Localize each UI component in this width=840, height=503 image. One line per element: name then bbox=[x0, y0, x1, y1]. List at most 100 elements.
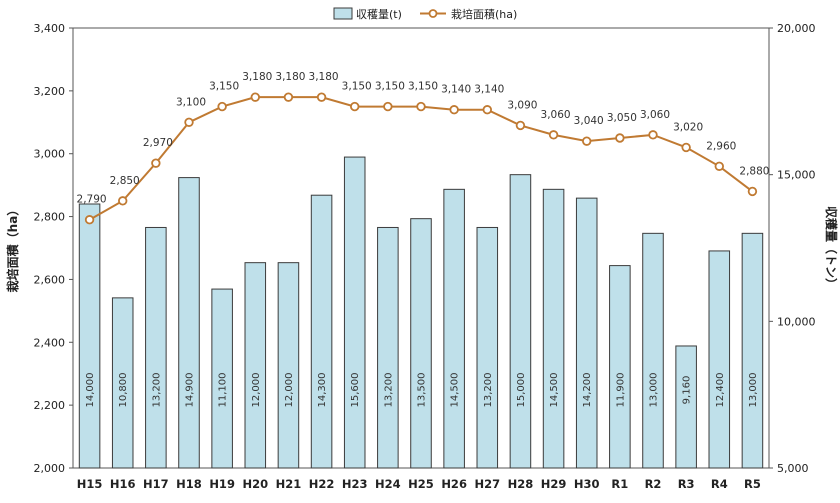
legend-swatch-marker bbox=[428, 9, 438, 18]
line-value-label: 3,100 bbox=[176, 96, 206, 108]
bar[interactable] bbox=[78, 203, 101, 469]
x-axis-tick-label: R2 bbox=[645, 477, 662, 491]
line-point[interactable] bbox=[84, 215, 95, 225]
legend: 収穫量(t) 栽培面積(ha) bbox=[333, 7, 517, 21]
line-point[interactable] bbox=[250, 92, 260, 102]
x-axis-tick-label: H30 bbox=[574, 477, 600, 491]
bar-value-label: 14,500 bbox=[450, 373, 461, 408]
x-axis-tick-label: H15 bbox=[77, 477, 103, 491]
line-value-label: 3,180 bbox=[309, 71, 339, 83]
x-axis-tick-label: H26 bbox=[441, 477, 467, 491]
x-axis-tick-label: H23 bbox=[342, 477, 368, 491]
bar-value-label: 10,800 bbox=[118, 373, 129, 408]
x-axis-tick-label: H16 bbox=[110, 477, 136, 491]
line-point[interactable] bbox=[118, 196, 128, 206]
x-axis-tick-label: H18 bbox=[176, 477, 202, 491]
line-point[interactable] bbox=[548, 130, 559, 140]
bar-value-label: 13,200 bbox=[483, 373, 494, 408]
bar[interactable] bbox=[277, 262, 300, 469]
line-value-label: 2,880 bbox=[739, 165, 769, 177]
line-value-label: 3,180 bbox=[242, 71, 272, 83]
bar-value-label: 13,200 bbox=[151, 373, 162, 408]
legend-label-line: 栽培面積(ha) bbox=[451, 7, 517, 21]
bar[interactable] bbox=[343, 156, 366, 469]
line-value-label: 2,960 bbox=[706, 140, 736, 152]
bar[interactable] bbox=[509, 174, 532, 469]
bar[interactable] bbox=[244, 262, 267, 469]
left-axis-tick-label: 2,600 bbox=[34, 273, 66, 286]
x-axis-tick-label: H25 bbox=[408, 477, 434, 491]
bar[interactable] bbox=[410, 218, 432, 469]
line-value-label: 3,050 bbox=[607, 112, 637, 124]
bar-value-label: 15,000 bbox=[516, 373, 527, 408]
line-point[interactable] bbox=[416, 101, 426, 112]
line-point[interactable] bbox=[383, 101, 393, 112]
bar[interactable] bbox=[443, 188, 465, 469]
bar-value-label: 12,000 bbox=[251, 373, 262, 408]
left-axis-tick-label: 3,000 bbox=[34, 148, 66, 161]
line-value-label: 3,090 bbox=[507, 99, 537, 111]
right-axis-tick-label: 20,000 bbox=[777, 22, 816, 35]
bar[interactable] bbox=[111, 297, 134, 469]
bar[interactable] bbox=[178, 177, 200, 469]
left-axis-tick-label: 2,000 bbox=[34, 462, 66, 475]
bar[interactable] bbox=[675, 345, 697, 469]
bar[interactable] bbox=[642, 232, 664, 469]
x-axis-tick-label: H24 bbox=[375, 477, 401, 491]
x-axis-tick-label: H19 bbox=[209, 477, 235, 491]
x-axis-tick-label: R3 bbox=[678, 477, 695, 491]
left-axis-tick-label: 3,400 bbox=[34, 22, 66, 35]
line-point[interactable] bbox=[350, 101, 360, 112]
bar-series bbox=[78, 156, 764, 469]
left-axis-tick-label: 2,200 bbox=[34, 399, 66, 412]
line-series bbox=[84, 92, 758, 225]
bar[interactable] bbox=[377, 226, 399, 469]
line-value-label: 3,140 bbox=[474, 84, 504, 96]
line-value-label: 3,020 bbox=[673, 121, 703, 133]
left-axis-tick-label: 2,400 bbox=[34, 336, 66, 349]
line-point[interactable] bbox=[316, 92, 327, 102]
bar-value-label: 12,400 bbox=[715, 373, 726, 408]
bar-value-label: 11,100 bbox=[218, 373, 229, 408]
bar-value-label: 13,500 bbox=[417, 373, 428, 408]
bar[interactable] bbox=[145, 226, 167, 469]
line-point[interactable] bbox=[515, 120, 526, 131]
line-point[interactable] bbox=[217, 101, 227, 112]
bar[interactable] bbox=[211, 288, 233, 469]
line-point[interactable] bbox=[648, 130, 658, 140]
x-axis-tick-label: H21 bbox=[276, 477, 302, 491]
bar[interactable] bbox=[476, 226, 499, 469]
bar[interactable] bbox=[609, 265, 631, 469]
x-axis-tick-label: H28 bbox=[508, 477, 534, 491]
bar[interactable] bbox=[310, 194, 333, 469]
line-point[interactable] bbox=[184, 117, 194, 127]
line-point[interactable] bbox=[283, 92, 294, 102]
bar-value-label: 14,200 bbox=[582, 373, 593, 408]
bar-value-label: 13,200 bbox=[383, 373, 394, 408]
line-point[interactable] bbox=[615, 133, 625, 143]
x-axis-tick-label: H22 bbox=[309, 477, 335, 491]
line-point[interactable] bbox=[151, 158, 161, 168]
axes: 2,000 2,200 2,400 2,600 2,800 3,000 3,200 3,400… bbox=[5, 22, 839, 491]
bar[interactable] bbox=[708, 250, 731, 469]
line-point[interactable] bbox=[482, 105, 492, 115]
line-value-label: 3,040 bbox=[574, 115, 604, 127]
line-point[interactable] bbox=[449, 105, 459, 115]
line-point[interactable] bbox=[681, 142, 691, 153]
right-axis-tick-label: 15,000 bbox=[777, 169, 816, 182]
line-point[interactable] bbox=[747, 186, 758, 197]
bar[interactable] bbox=[542, 188, 565, 469]
bar-value-label: 14,900 bbox=[185, 373, 196, 408]
bar-value-label: 11,900 bbox=[615, 373, 626, 408]
bar[interactable] bbox=[741, 232, 764, 469]
line-value-label: 2,970 bbox=[143, 137, 173, 149]
bar[interactable] bbox=[575, 197, 598, 469]
legend-label-bar: 収穫量(t) bbox=[356, 8, 402, 21]
x-axis-tick-label: R1 bbox=[611, 477, 628, 491]
line-point[interactable] bbox=[714, 161, 724, 171]
line-value-label: 3,140 bbox=[441, 84, 471, 96]
line-point[interactable] bbox=[582, 136, 592, 146]
bar-value-label: 14,500 bbox=[549, 373, 560, 408]
left-axis-tick-label: 3,200 bbox=[34, 85, 66, 98]
